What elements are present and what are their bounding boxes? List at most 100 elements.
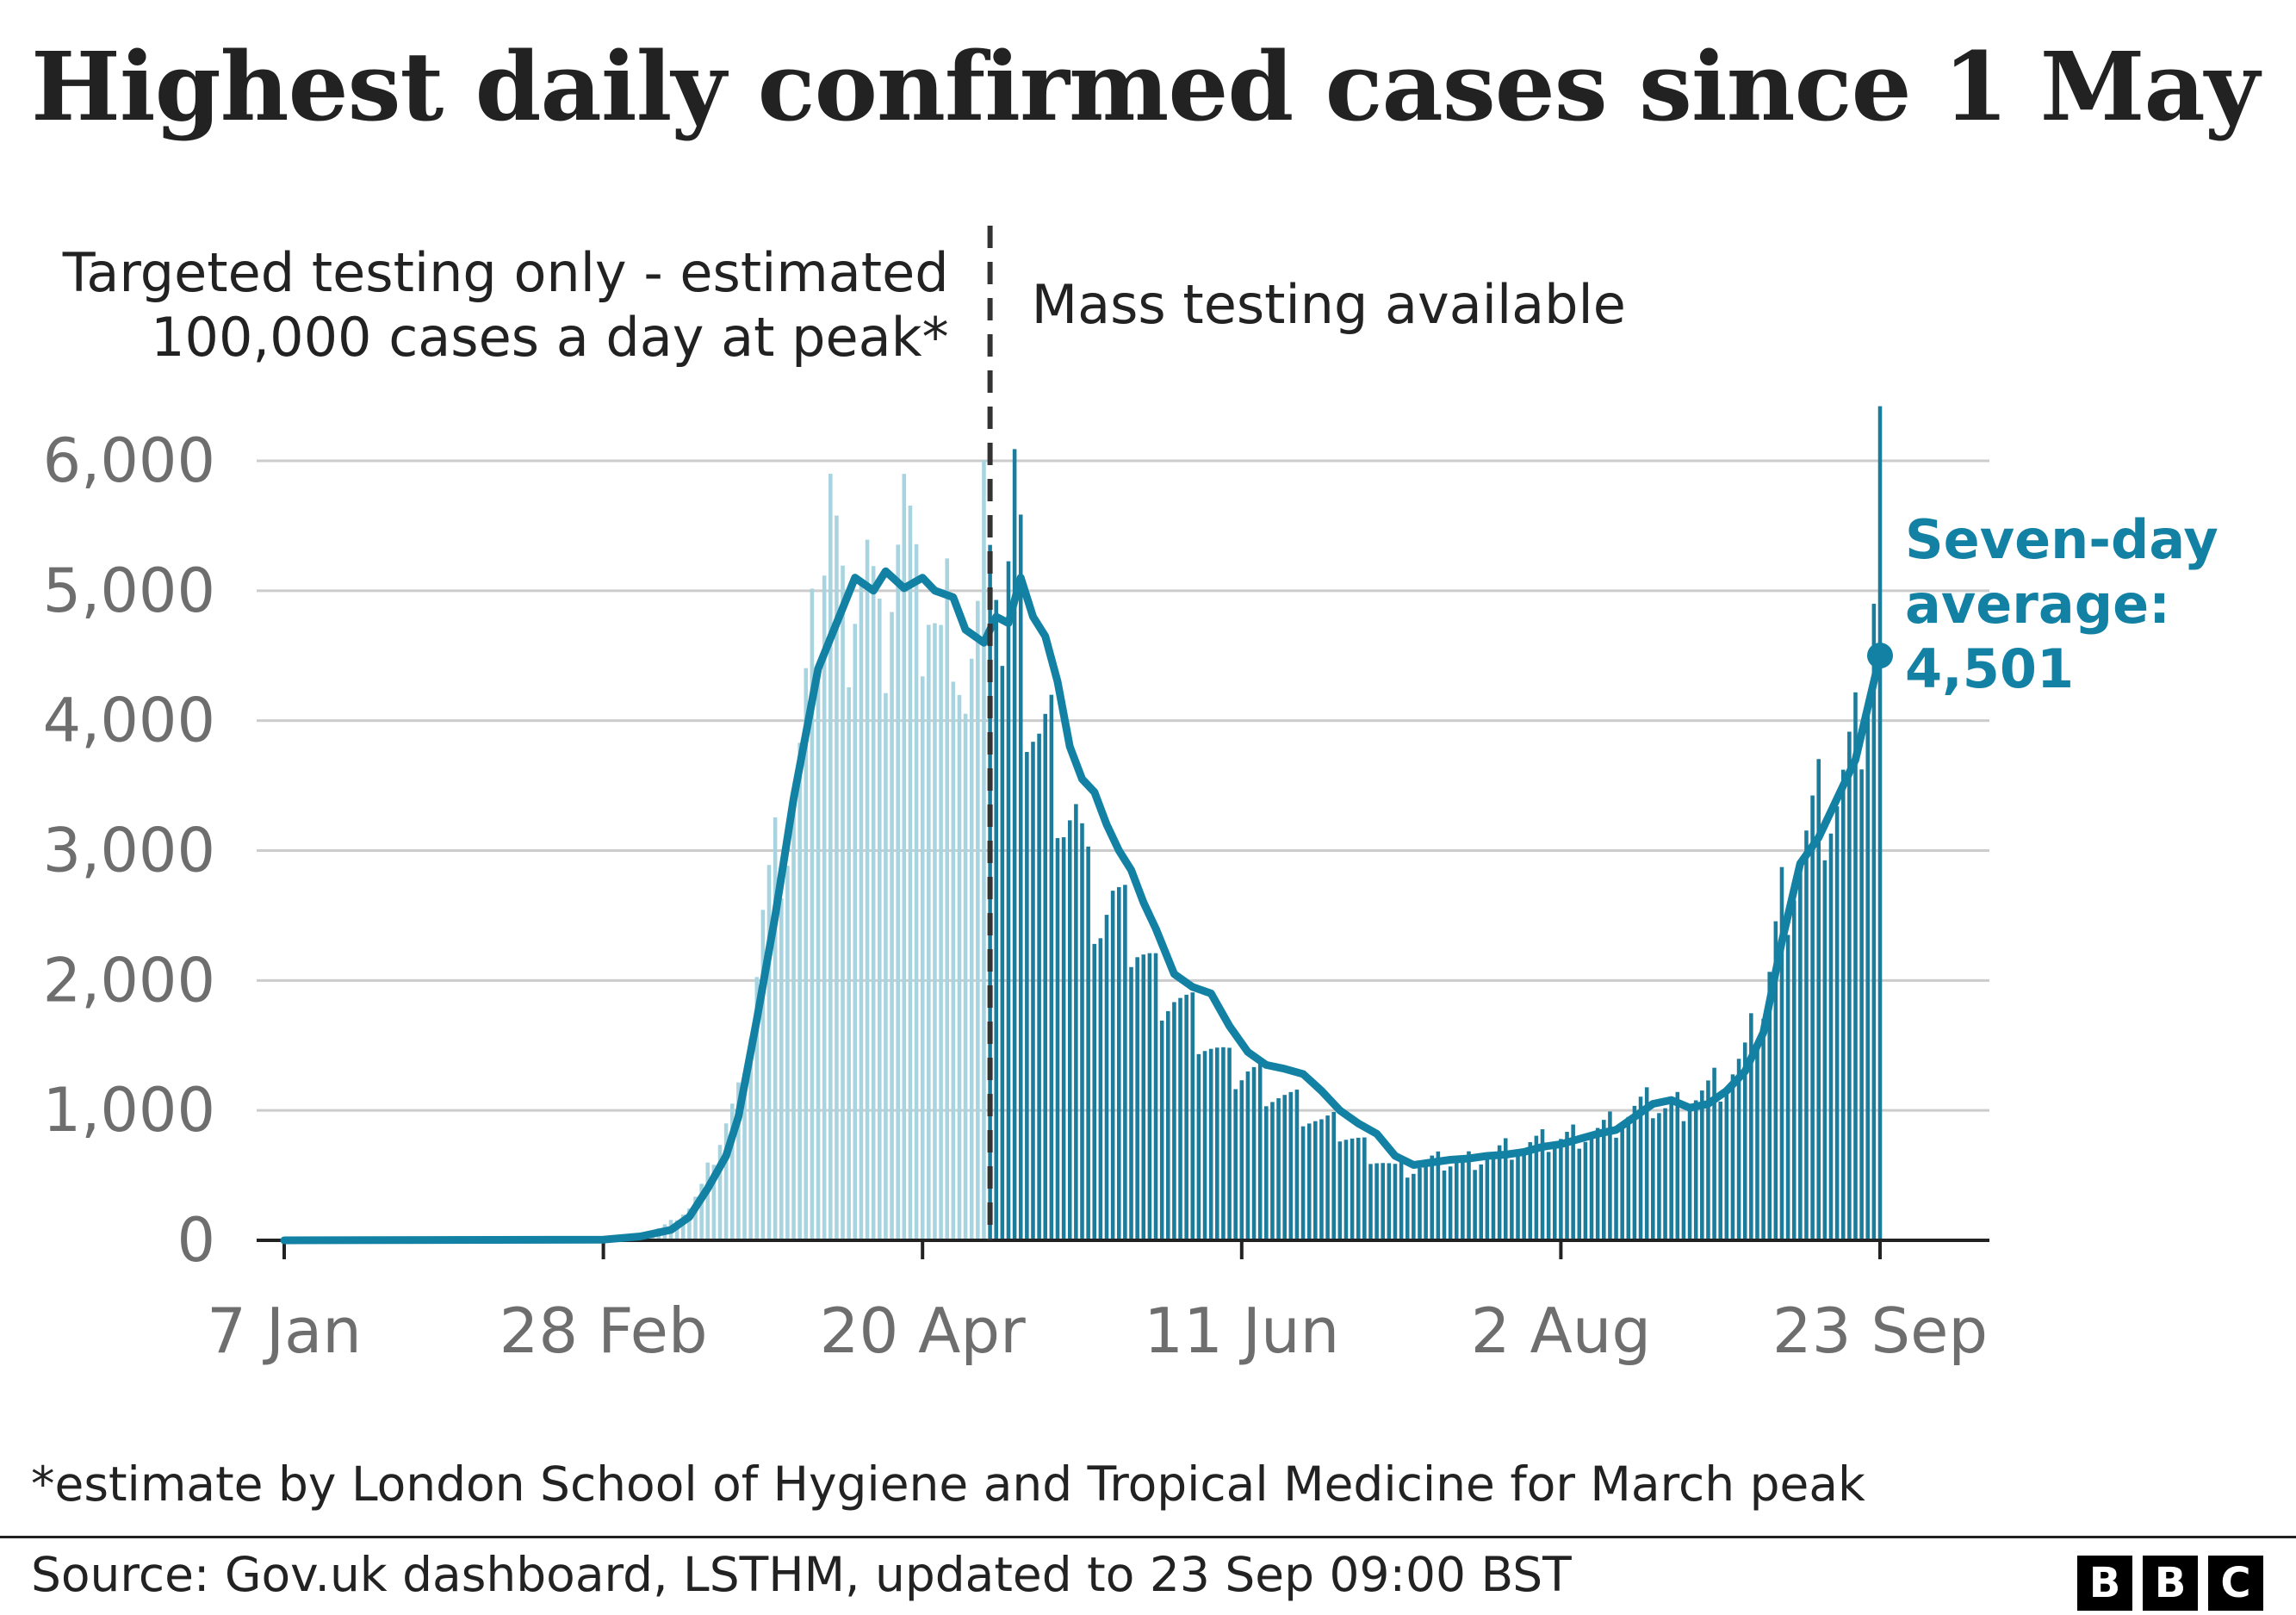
bar — [797, 742, 802, 1240]
bar — [1412, 1173, 1416, 1240]
bar — [1368, 1164, 1373, 1240]
bar — [1436, 1151, 1441, 1240]
bar — [1626, 1116, 1631, 1240]
bar — [1257, 1063, 1263, 1240]
bar — [1387, 1163, 1392, 1240]
bar — [1362, 1137, 1367, 1240]
bar — [945, 558, 949, 1240]
bar — [1208, 1048, 1213, 1240]
bar — [1834, 806, 1840, 1240]
bar — [1847, 731, 1852, 1240]
bar — [1233, 1089, 1238, 1240]
bar — [1031, 742, 1035, 1240]
bar — [1448, 1166, 1453, 1240]
bar — [1859, 769, 1864, 1240]
bar — [1534, 1135, 1539, 1240]
bar — [1669, 1103, 1673, 1240]
bar — [1840, 769, 1846, 1240]
bar — [1693, 1100, 1698, 1240]
chart-plot: 0 1,000 2,000 3,000 4,000 5,000 6,000 7 Jan 28 … — [43, 226, 2218, 1367]
bar — [1816, 759, 1821, 1240]
bar — [1853, 692, 1858, 1240]
bar — [1742, 1042, 1747, 1240]
bar — [1264, 1106, 1269, 1240]
bar — [1687, 1109, 1692, 1240]
bar — [914, 544, 919, 1240]
bar — [1381, 1163, 1385, 1240]
bar — [1055, 838, 1060, 1240]
x-tick-label: 11 Jun — [1144, 1295, 1339, 1367]
bars — [435, 406, 1883, 1240]
latest-average-point — [1867, 643, 1893, 669]
bar — [1497, 1145, 1502, 1240]
bbc-logo-letter-3: C — [2208, 1556, 2263, 1611]
bar — [1215, 1047, 1219, 1240]
bar — [1245, 1071, 1250, 1240]
bar — [1791, 900, 1796, 1240]
bar — [1479, 1164, 1484, 1240]
y-tick-label: 3,000 — [43, 816, 215, 886]
bar — [1319, 1119, 1324, 1240]
bar — [1129, 966, 1133, 1240]
bar — [884, 693, 888, 1240]
bar — [736, 1082, 741, 1240]
bar — [1546, 1152, 1551, 1240]
bar — [841, 565, 845, 1240]
bar — [1418, 1168, 1422, 1240]
bar — [951, 681, 956, 1240]
bar — [982, 460, 986, 1240]
bar — [1025, 752, 1029, 1240]
bar — [1522, 1148, 1526, 1240]
bar — [1227, 1047, 1232, 1240]
seven-day-average-line — [280, 567, 1884, 1245]
seven-day-average-label: Seven-day — [1905, 508, 2218, 571]
bar — [859, 581, 864, 1240]
bar — [1632, 1105, 1637, 1240]
bbc-logo-letter-1: B — [2077, 1556, 2132, 1611]
bar — [1589, 1134, 1594, 1240]
bar — [896, 544, 900, 1240]
bar — [1804, 830, 1809, 1240]
bar — [939, 624, 943, 1240]
bar — [994, 599, 999, 1240]
bar — [1110, 891, 1115, 1240]
bar — [1724, 1089, 1729, 1240]
bar — [1516, 1153, 1520, 1240]
bar — [1141, 954, 1146, 1240]
bar — [1165, 1010, 1170, 1240]
bar — [687, 1208, 692, 1240]
bar — [1331, 1111, 1336, 1240]
bar — [1067, 820, 1072, 1240]
mass-testing-label: Mass testing available — [1032, 273, 1626, 336]
bar — [1503, 1138, 1508, 1240]
bar — [1865, 699, 1871, 1240]
bar — [1061, 837, 1066, 1240]
seven-day-average-label: average: — [1905, 573, 2170, 636]
bar — [760, 910, 766, 1240]
bar — [1638, 1096, 1643, 1240]
x-tick-label: 23 Sep — [1772, 1295, 1988, 1367]
bar — [711, 1165, 717, 1240]
bar — [1540, 1129, 1545, 1240]
bar — [1012, 449, 1017, 1240]
bar — [1602, 1120, 1606, 1240]
x-tick-label: 7 Jan — [207, 1295, 362, 1367]
bar — [957, 694, 962, 1240]
bar — [1325, 1115, 1330, 1240]
bar — [1473, 1170, 1477, 1240]
bar — [1577, 1148, 1582, 1240]
bar — [1393, 1164, 1398, 1240]
bar — [1399, 1159, 1404, 1240]
bar — [1822, 860, 1827, 1240]
y-tick-label: 0 — [177, 1205, 215, 1276]
bar — [1749, 1013, 1753, 1240]
y-tick-label: 1,000 — [43, 1075, 215, 1146]
bar — [1049, 694, 1054, 1240]
bar — [1755, 1047, 1759, 1240]
bar — [773, 817, 778, 1240]
bar — [1196, 1053, 1201, 1240]
bar — [1565, 1132, 1569, 1240]
bar — [754, 977, 760, 1240]
bar — [1343, 1140, 1349, 1240]
bar — [828, 474, 833, 1240]
